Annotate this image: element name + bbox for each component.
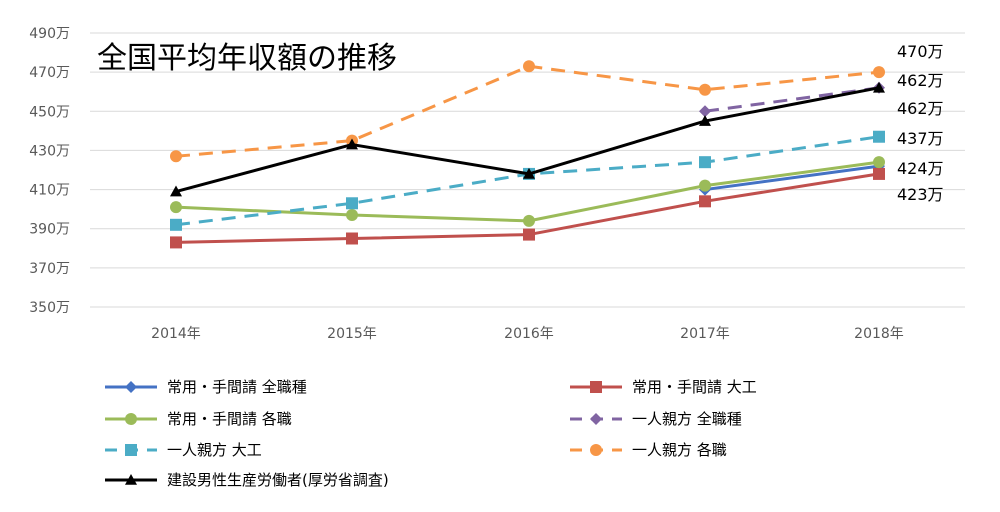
end-label: 424万 bbox=[897, 159, 944, 178]
data-point bbox=[873, 81, 885, 93]
legend-label: 常用・手間請 全職種 bbox=[167, 378, 307, 396]
legend-item: 常用・手間請 全職種 bbox=[105, 378, 307, 396]
x-axis-ticks: 2014年 2015年 2016年 2017年 2018年 bbox=[151, 326, 904, 342]
data-point bbox=[523, 214, 535, 227]
data-point bbox=[125, 381, 137, 393]
data-point bbox=[170, 185, 182, 197]
x-tick-label: 2016年 bbox=[504, 326, 554, 342]
y-tick-label: 430万 bbox=[29, 143, 70, 159]
data-point bbox=[523, 228, 535, 241]
data-point bbox=[590, 444, 602, 456]
x-tick-label: 2017年 bbox=[680, 326, 730, 342]
series-7 bbox=[170, 81, 885, 197]
legend-item: 一人親方 全職種 bbox=[570, 410, 742, 428]
legend-item: 常用・手間請 大工 bbox=[570, 378, 757, 396]
data-point bbox=[699, 105, 711, 118]
data-point bbox=[170, 218, 182, 231]
data-point bbox=[125, 444, 137, 456]
series-4 bbox=[699, 81, 885, 118]
end-label: 462万 bbox=[897, 99, 944, 118]
data-point bbox=[873, 66, 885, 79]
y-tick-label: 390万 bbox=[29, 222, 70, 238]
legend-item: 一人親方 各職 bbox=[570, 441, 727, 459]
chart-title: 全国平均年収額の推移 bbox=[97, 41, 397, 76]
end-label: 437万 bbox=[897, 129, 944, 148]
data-point bbox=[699, 115, 711, 126]
data-point bbox=[590, 381, 602, 393]
data-point bbox=[699, 195, 711, 208]
series-group bbox=[170, 60, 885, 249]
legend-label: 常用・手間請 各職 bbox=[167, 410, 292, 428]
y-tick-label: 450万 bbox=[29, 104, 70, 120]
x-tick-label: 2014年 bbox=[151, 326, 201, 342]
data-point bbox=[346, 138, 358, 150]
data-point bbox=[346, 209, 358, 222]
series-2 bbox=[170, 167, 885, 249]
data-point bbox=[125, 413, 137, 425]
y-tick-label: 350万 bbox=[29, 300, 70, 316]
data-point bbox=[170, 150, 182, 163]
legend-label: 常用・手間請 大工 bbox=[632, 378, 757, 396]
legend-label: 一人親方 大工 bbox=[167, 441, 262, 459]
y-tick-label: 470万 bbox=[29, 65, 70, 81]
series-3 bbox=[170, 156, 885, 227]
data-point bbox=[170, 201, 182, 214]
data-point bbox=[699, 179, 711, 192]
data-point bbox=[346, 197, 358, 210]
legend-item: 常用・手間請 各職 bbox=[105, 410, 292, 428]
y-tick-label: 410万 bbox=[29, 183, 70, 199]
end-label: 470万 bbox=[897, 42, 944, 61]
y-axis-ticks: 350万 370万 390万 410万 430万 450万 470万 490万 bbox=[29, 26, 70, 316]
legend-label: 一人親方 各職 bbox=[632, 441, 727, 459]
data-point bbox=[523, 167, 535, 179]
series-line bbox=[704, 86, 880, 113]
data-point bbox=[699, 156, 711, 169]
x-tick-label: 2018年 bbox=[854, 326, 904, 342]
data-point bbox=[699, 83, 711, 96]
data-point bbox=[170, 236, 182, 249]
end-labels: 470万 462万 462万 437万 424万 423万 bbox=[897, 42, 944, 204]
end-label: 423万 bbox=[897, 185, 944, 204]
legend-item: 一人親方 大工 bbox=[105, 441, 262, 459]
data-point bbox=[523, 60, 535, 73]
x-tick-label: 2015年 bbox=[327, 326, 377, 342]
data-point bbox=[590, 413, 602, 425]
data-point bbox=[125, 474, 137, 485]
data-point bbox=[346, 232, 358, 245]
data-point bbox=[873, 167, 885, 180]
y-tick-label: 490万 bbox=[29, 26, 70, 42]
series-6 bbox=[170, 60, 885, 163]
end-label: 462万 bbox=[897, 71, 944, 90]
series-line bbox=[704, 164, 880, 192]
data-point bbox=[873, 156, 885, 169]
legend-label: 建設男性生産労働者(厚労省調査) bbox=[167, 471, 389, 489]
legend-item: 建設男性生産労働者(厚労省調査) bbox=[105, 471, 389, 489]
y-tick-label: 370万 bbox=[29, 261, 70, 277]
legend-label: 一人親方 全職種 bbox=[632, 410, 742, 428]
data-point bbox=[873, 130, 885, 143]
